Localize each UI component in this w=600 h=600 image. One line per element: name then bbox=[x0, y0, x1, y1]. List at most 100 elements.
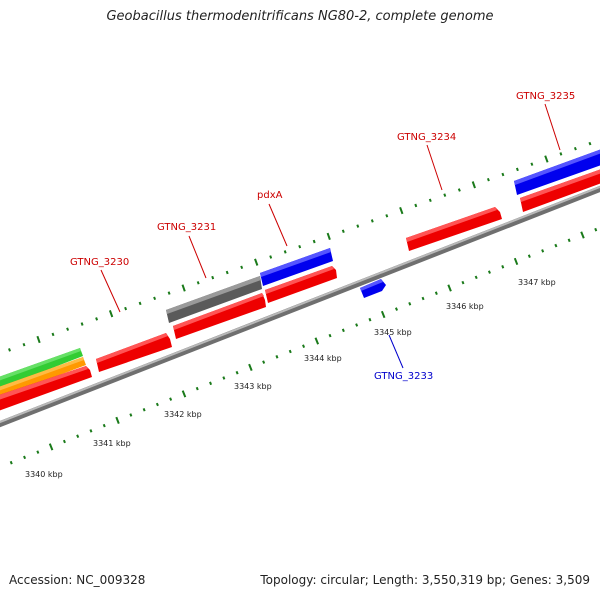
major-tick bbox=[399, 206, 404, 215]
minor-tick bbox=[36, 450, 40, 454]
minor-tick bbox=[501, 172, 505, 177]
major-tick bbox=[544, 155, 549, 163]
gene-gtng-3231-grey[interactable] bbox=[166, 276, 262, 323]
gene-pdxa-red[interactable] bbox=[265, 266, 337, 303]
minor-tick bbox=[368, 317, 372, 322]
minor-tick bbox=[8, 348, 11, 352]
minor-tick bbox=[474, 275, 478, 280]
gene-gtng-3235-red[interactable] bbox=[520, 166, 600, 212]
minor-tick bbox=[222, 376, 226, 380]
minor-tick bbox=[167, 291, 171, 295]
minor-tick bbox=[385, 214, 389, 218]
minor-tick bbox=[155, 402, 159, 407]
minor-tick bbox=[530, 162, 534, 166]
kbp-label-3345: 3345 kbp bbox=[374, 328, 412, 337]
minor-tick bbox=[527, 254, 531, 258]
green-feature[interactable] bbox=[0, 348, 83, 392]
minor-tick bbox=[515, 167, 519, 172]
minor-tick bbox=[302, 344, 306, 348]
major-tick bbox=[471, 181, 476, 189]
minor-tick bbox=[501, 265, 505, 269]
major-tick bbox=[108, 310, 114, 318]
gene-gtng-3230[interactable] bbox=[96, 333, 172, 372]
minor-tick bbox=[457, 188, 461, 192]
major-tick bbox=[36, 335, 41, 344]
minor-tick bbox=[129, 413, 133, 417]
gene-label-gtng-3231[interactable]: GTNG_3231 bbox=[157, 222, 216, 233]
orange-feature[interactable] bbox=[0, 357, 86, 401]
gene-label-gtng-3234[interactable]: GTNG_3234 bbox=[397, 132, 456, 143]
minor-tick bbox=[486, 177, 490, 182]
minor-tick bbox=[594, 227, 598, 232]
minor-tick bbox=[9, 460, 13, 465]
minor-tick bbox=[541, 249, 545, 253]
minor-tick bbox=[328, 333, 332, 338]
outer-tick-track bbox=[8, 141, 592, 352]
minor-tick bbox=[559, 152, 563, 156]
minor-tick bbox=[196, 281, 200, 285]
kbp-label-3347: 3347 kbp bbox=[518, 278, 556, 287]
minor-tick bbox=[487, 270, 491, 274]
minor-tick bbox=[298, 244, 302, 249]
major-tick bbox=[380, 310, 386, 319]
kbp-label-3343: 3343 kbp bbox=[234, 382, 272, 391]
minor-tick bbox=[195, 386, 199, 391]
gene-gtng-3231-red[interactable] bbox=[173, 293, 266, 339]
minor-tick bbox=[240, 265, 244, 270]
minor-tick bbox=[153, 296, 157, 301]
minor-tick bbox=[275, 355, 279, 359]
minor-tick bbox=[370, 219, 374, 223]
minor-tick bbox=[76, 434, 80, 438]
minor-tick bbox=[355, 323, 359, 327]
gene-label-gtng-3235[interactable]: GTNG_3235 bbox=[516, 91, 575, 102]
gene-red-left[interactable] bbox=[0, 366, 92, 414]
gene-gtng-3235-blue[interactable] bbox=[514, 146, 600, 195]
minor-tick bbox=[554, 243, 558, 248]
minor-tick bbox=[124, 306, 128, 311]
gene-label-pdxa[interactable]: pdxA bbox=[257, 190, 283, 201]
minor-tick bbox=[235, 370, 239, 375]
gene-label-gtng-3230[interactable]: GTNG_3230 bbox=[70, 257, 129, 268]
kbp-label-3344: 3344 kbp bbox=[304, 354, 342, 363]
minor-tick bbox=[341, 328, 345, 333]
accession-text: Accession: NC_009328 bbox=[9, 573, 146, 587]
gene-label-gtng-3233[interactable]: GTNG_3233 bbox=[374, 371, 433, 382]
minor-tick bbox=[80, 322, 84, 326]
minor-tick bbox=[312, 239, 316, 244]
minor-tick bbox=[394, 307, 399, 311]
kbp-label-3342: 3342 kbp bbox=[164, 410, 202, 419]
minor-tick bbox=[567, 238, 571, 243]
minor-tick bbox=[588, 141, 592, 146]
map-title: Geobacillus thermodenitrificans NG80-2, … bbox=[106, 9, 494, 24]
major-tick bbox=[181, 390, 187, 398]
minor-tick bbox=[461, 280, 465, 285]
minor-tick bbox=[142, 408, 146, 412]
minor-tick bbox=[443, 193, 447, 197]
minor-tick bbox=[89, 429, 93, 433]
minor-tick bbox=[22, 342, 26, 347]
gene-gtng-3234[interactable] bbox=[406, 207, 502, 251]
minor-tick bbox=[414, 203, 418, 208]
minor-tick bbox=[23, 455, 27, 460]
minor-tick bbox=[51, 332, 55, 337]
kbp-label-3340: 3340 kbp bbox=[25, 470, 63, 479]
major-tick bbox=[447, 284, 452, 292]
minor-tick bbox=[66, 327, 70, 331]
gene-gtng-3233[interactable] bbox=[360, 279, 386, 298]
major-tick bbox=[181, 284, 186, 292]
minor-tick bbox=[428, 198, 432, 203]
inner-tick-track bbox=[9, 227, 598, 465]
gene-pdxa-blue[interactable] bbox=[260, 248, 333, 286]
major-tick bbox=[248, 363, 253, 371]
minor-tick bbox=[62, 439, 66, 444]
genome-backbone bbox=[0, 185, 600, 428]
kbp-label-3346: 3346 kbp bbox=[446, 302, 484, 311]
minor-tick bbox=[269, 255, 273, 259]
minor-tick bbox=[95, 317, 99, 321]
minor-tick bbox=[102, 423, 106, 428]
minor-tick bbox=[225, 270, 229, 275]
minor-tick bbox=[288, 349, 292, 354]
kbp-label-3341: 3341 kbp bbox=[93, 439, 131, 448]
minor-tick bbox=[169, 397, 173, 401]
